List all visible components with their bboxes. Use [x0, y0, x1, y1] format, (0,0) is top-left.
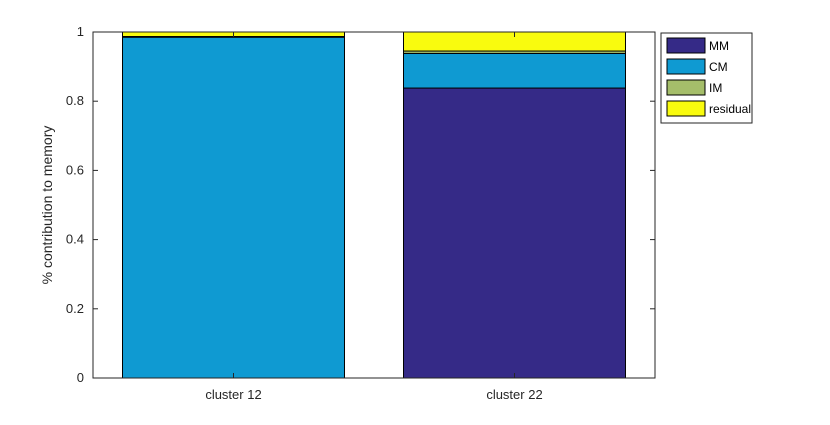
bar-segment-cm-cluster-12: [122, 36, 345, 379]
y-tick-label: 1: [77, 24, 84, 39]
x-tick-label: cluster 22: [486, 387, 542, 402]
y-tick-label: 0: [77, 370, 84, 385]
legend: MM CM IM residual: [660, 32, 753, 124]
y-axis-label: % contribution to memory: [39, 126, 55, 285]
bar-segment-mm-cluster-22: [403, 87, 626, 379]
y-tick-label: 0.4: [66, 232, 84, 247]
legend-swatch-residual: [666, 100, 706, 117]
y-tick-label: 0.6: [66, 162, 84, 177]
legend-label-mm: MM: [709, 39, 729, 53]
legend-swatch-mm: [666, 37, 706, 54]
y-tick-label: 0.2: [66, 301, 84, 316]
legend-label-cm: CM: [709, 60, 728, 74]
axes-group: 0 0.2 0.4 0.6 0.8 1 cluster 12 cluster 22: [66, 24, 656, 402]
axes-frame: [92, 31, 656, 379]
x-tick-label: cluster 12: [205, 387, 261, 402]
bar-segment-cm-cluster-22: [403, 52, 626, 89]
legend-label-residual: residual: [709, 102, 751, 116]
legend-label-im: IM: [709, 81, 722, 95]
y-tick-label: 0.8: [66, 93, 84, 108]
legend-swatch-cm: [666, 58, 706, 75]
legend-swatch-im: [666, 79, 706, 96]
bars-group: [122, 31, 626, 379]
